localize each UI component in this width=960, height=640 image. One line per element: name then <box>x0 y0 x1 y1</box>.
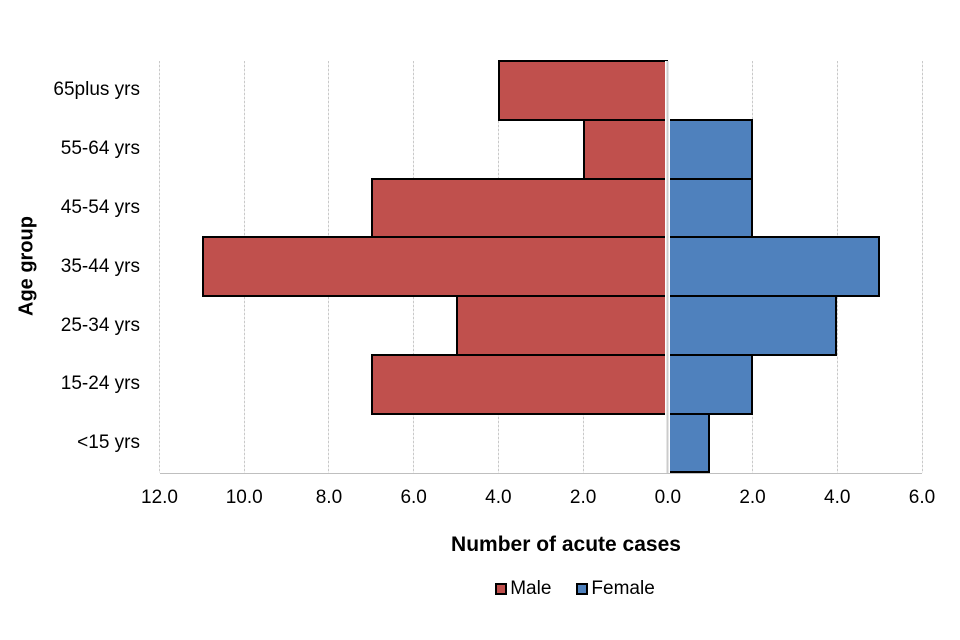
x-tick-label: 0.0 <box>654 487 682 508</box>
category-label-15-yrs: <15 yrs <box>77 432 140 454</box>
category-label-35-44-yrs: 35-44 yrs <box>60 255 140 277</box>
bar-male-65plus-yrs <box>498 60 668 121</box>
bar-female-45-54-yrs <box>667 177 753 239</box>
legend-item-male: Male <box>495 578 551 600</box>
category-label-15-24-yrs: 15-24 yrs <box>60 373 140 395</box>
category-label-45-54-yrs: 45-54 yrs <box>60 196 140 218</box>
legend-label-female: Female <box>591 578 655 599</box>
legend: Male Female <box>95 578 960 600</box>
bar-female-15-yrs <box>667 412 711 474</box>
x-tick-label: 8.0 <box>315 487 343 508</box>
gridline <box>159 61 160 473</box>
legend-label-male: Male <box>510 578 552 599</box>
plot-area <box>159 60 923 474</box>
x-tick-label: 4.0 <box>824 487 851 508</box>
legend-item-female: Female <box>576 578 655 600</box>
bar-male-25-34-yrs <box>456 295 668 356</box>
bar-female-55-64-yrs <box>667 118 753 180</box>
bar-female-35-44-yrs <box>667 236 880 298</box>
bar-female-25-34-yrs <box>667 295 838 356</box>
x-tick-label: 12.0 <box>141 487 178 508</box>
category-label-25-34-yrs: 25-34 yrs <box>60 314 140 336</box>
zero-axis-line <box>665 61 671 473</box>
x-tick-label: 10.0 <box>225 487 263 508</box>
x-tick-label: 6.0 <box>400 487 427 508</box>
x-tick-label: 6.0 <box>908 487 936 508</box>
bar-male-55-64-yrs <box>583 118 668 180</box>
x-tick-label: 4.0 <box>485 487 512 508</box>
bar-male-35-44-yrs <box>201 236 668 298</box>
legend-marker-male-icon <box>495 583 508 595</box>
category-label-55-64-yrs: 55-64 yrs <box>60 138 140 160</box>
bar-male-15-24-yrs <box>371 353 668 415</box>
x-tick-label: 2.0 <box>739 487 766 508</box>
gridline <box>921 61 923 473</box>
bar-male-45-54-yrs <box>371 177 668 239</box>
category-label-65plus-yrs: 65plus yrs <box>53 79 140 101</box>
x-tick-label: 2.0 <box>569 487 597 508</box>
legend-marker-female-icon <box>576 583 589 595</box>
x-axis-title: Number of acute cases <box>451 533 681 556</box>
bar-female-15-24-yrs <box>667 353 753 415</box>
